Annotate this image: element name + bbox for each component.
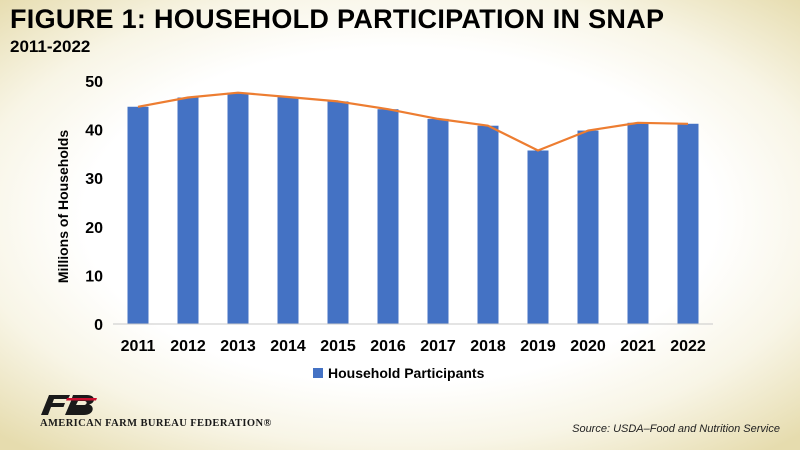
bar-2022 [677, 123, 699, 324]
legend: Household Participants [313, 365, 485, 381]
x-tick-label-2015: 2015 [320, 338, 356, 355]
bar-2016 [377, 109, 399, 324]
y-axis-label: Millions of Households [55, 130, 71, 283]
x-tick-label-2019: 2019 [520, 338, 556, 355]
x-tick-label-2013: 2013 [220, 338, 256, 355]
y-tick-label-0: 0 [94, 317, 103, 334]
x-axis-ticks: 2011 2012 2013 2014 2015 2016 2017 2018 2019 2020… [121, 338, 706, 355]
org-name: AMERICAN FARM BUREAU FEDERATION® [40, 418, 272, 429]
y-tick-label-50: 50 [85, 74, 103, 91]
bar-2013 [227, 92, 249, 324]
x-tick-label-2022: 2022 [670, 338, 706, 355]
fb-logo-icon [41, 395, 97, 415]
bar-2012 [177, 97, 199, 324]
y-tick-label-30: 30 [85, 171, 103, 188]
bar-2018 [477, 125, 499, 324]
bar-2011 [127, 106, 149, 325]
x-tick-label-2020: 2020 [570, 338, 606, 355]
y-tick-label-40: 40 [85, 123, 103, 140]
x-tick-label-2012: 2012 [170, 338, 206, 355]
chart-title: FIGURE 1: HOUSEHOLD PARTICIPATION IN SNA… [10, 4, 665, 34]
bar-2015 [327, 101, 349, 324]
trend-line [137, 91, 689, 152]
y-axis-ticks: 0 10 20 30 40 50 [85, 74, 103, 334]
legend-label: Household Participants [328, 365, 485, 381]
bar-2017 [427, 118, 449, 325]
bar-2020 [577, 130, 599, 324]
bar-2021 [627, 122, 649, 325]
x-tick-label-2011: 2011 [121, 338, 156, 355]
chart-subtitle: 2011-2022 [10, 37, 91, 56]
y-tick-label-10: 10 [85, 268, 103, 285]
legend-swatch [313, 368, 323, 378]
source-note: Source: USDA–Food and Nutrition Service [572, 423, 780, 435]
bars [127, 92, 699, 325]
x-tick-label-2017: 2017 [420, 338, 456, 355]
bar-2014 [277, 97, 299, 325]
x-tick-label-2016: 2016 [370, 338, 406, 355]
y-tick-label-20: 20 [85, 220, 103, 237]
x-tick-label-2018: 2018 [470, 338, 506, 355]
bar-2019 [527, 150, 549, 324]
x-tick-label-2014: 2014 [270, 338, 306, 355]
x-tick-label-2021: 2021 [620, 338, 656, 355]
